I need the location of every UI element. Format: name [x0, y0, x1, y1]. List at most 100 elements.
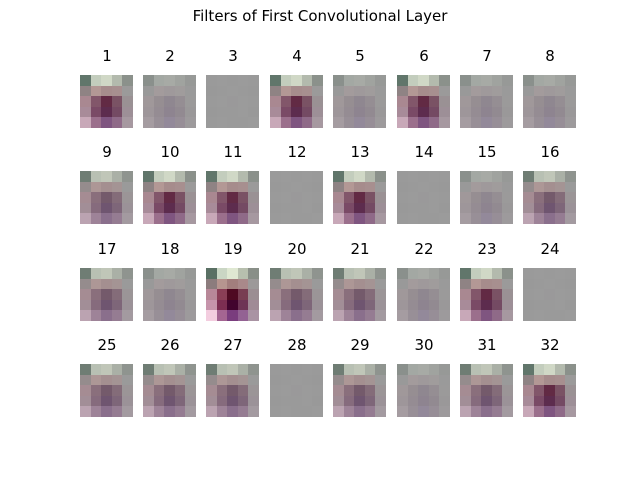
filter-image — [270, 268, 323, 321]
filter-pixel — [216, 96, 228, 107]
filter-pixel — [439, 299, 450, 311]
filter-pixel — [280, 75, 292, 86]
filter-image — [80, 171, 133, 224]
filter-pixel — [354, 85, 365, 97]
filter-pixel — [428, 268, 440, 279]
filter-pixel — [491, 278, 503, 290]
filter-pixel — [216, 106, 228, 118]
filter-pixel — [481, 117, 492, 128]
filter-pixel — [481, 202, 492, 214]
filter-pixel — [122, 96, 133, 107]
filter-pixel — [491, 310, 503, 321]
filter-pixel — [502, 278, 513, 290]
filter-pixel — [143, 96, 154, 107]
filter-pixel — [185, 192, 196, 203]
filter-pixel — [143, 364, 154, 375]
filter-pixel — [90, 117, 102, 128]
filter-pixel — [470, 278, 482, 290]
filter-pixel — [270, 299, 281, 311]
filter-pixel — [407, 374, 419, 386]
filter-pixel — [174, 310, 186, 321]
filter-pixel — [460, 85, 471, 97]
filter-pixel — [470, 75, 482, 86]
filter-pixel — [237, 310, 249, 321]
filter-pixel — [291, 213, 302, 224]
filter-label: 29 — [350, 336, 370, 354]
filter-pixel — [122, 181, 133, 193]
filter-pixel — [533, 299, 545, 311]
filter-image — [143, 75, 196, 128]
filter-pixel — [491, 75, 503, 86]
filter-pixel — [565, 278, 576, 290]
filter-pixel — [280, 395, 292, 407]
filter-pixel — [227, 364, 238, 375]
filter-pixel — [270, 181, 281, 193]
filter-pixel — [280, 406, 292, 417]
filter-pixel — [565, 106, 576, 118]
filter-pixel — [164, 289, 175, 300]
filter-pixel — [533, 202, 545, 214]
filter-pixel — [397, 395, 408, 407]
filter-pixel — [554, 106, 566, 118]
filter-pixel — [280, 202, 292, 214]
filter-pixel — [80, 278, 91, 290]
filter-pixel — [460, 213, 471, 224]
filter-pixel — [90, 395, 102, 407]
filter-pixel — [397, 117, 408, 128]
filter-pixel — [375, 395, 386, 407]
filter-pixel — [143, 374, 154, 386]
filter-image — [397, 171, 450, 224]
filter-pixel — [227, 278, 238, 290]
filter-pixel — [333, 278, 344, 290]
filter-pixel — [237, 374, 249, 386]
filter-pixel — [111, 406, 123, 417]
filter-pixel — [101, 96, 112, 107]
filter-pixel — [143, 310, 154, 321]
filter-pixel — [375, 96, 386, 107]
filter-pixel — [418, 213, 429, 224]
filter-pixel — [80, 85, 91, 97]
filter-pixel — [354, 406, 365, 417]
filter-pixel — [460, 96, 471, 107]
filter-pixel — [470, 385, 482, 396]
filter-pixel — [407, 310, 419, 321]
filter-pixel — [185, 96, 196, 107]
filter-pixel — [544, 117, 555, 128]
filter-pixel — [397, 374, 408, 386]
filter-pixel — [333, 213, 344, 224]
filter-pixel — [439, 181, 450, 193]
filter-pixel — [523, 268, 534, 279]
filter-pixel — [227, 310, 238, 321]
filter-30: 30 — [397, 336, 451, 418]
filter-pixel — [491, 106, 503, 118]
filter-pixel — [174, 289, 186, 300]
filter-pixel — [291, 289, 302, 300]
filter-pixel — [502, 299, 513, 311]
filter-pixel — [237, 192, 249, 203]
filter-pixel — [343, 117, 355, 128]
filter-pixel — [375, 117, 386, 128]
filter-pixel — [418, 299, 429, 311]
filter-pixel — [428, 374, 440, 386]
filter-pixel — [418, 374, 429, 386]
filter-pixel — [481, 278, 492, 290]
filter-pixel — [227, 96, 238, 107]
filter-pixel — [407, 406, 419, 417]
filter-pixel — [554, 374, 566, 386]
filter-pixel — [174, 364, 186, 375]
filter-pixel — [544, 171, 555, 182]
filter-pixel — [439, 96, 450, 107]
filter-pixel — [270, 395, 281, 407]
filter-label: 15 — [477, 143, 497, 161]
filter-pixel — [90, 374, 102, 386]
filter-pixel — [143, 106, 154, 118]
filter-pixel — [270, 268, 281, 279]
filter-pixel — [375, 85, 386, 97]
filter-pixel — [122, 213, 133, 224]
filter-pixel — [375, 278, 386, 290]
filter-pixel — [227, 181, 238, 193]
filter-pixel — [470, 395, 482, 407]
filter-pixel — [80, 406, 91, 417]
filter-pixel — [280, 364, 292, 375]
filter-pixel — [248, 268, 259, 279]
